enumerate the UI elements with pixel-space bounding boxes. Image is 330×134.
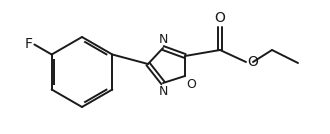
Text: F: F (25, 36, 33, 51)
Text: O: O (186, 78, 196, 91)
Text: O: O (214, 11, 225, 25)
Text: N: N (158, 33, 168, 46)
Text: N: N (158, 85, 168, 98)
Text: O: O (247, 55, 258, 69)
